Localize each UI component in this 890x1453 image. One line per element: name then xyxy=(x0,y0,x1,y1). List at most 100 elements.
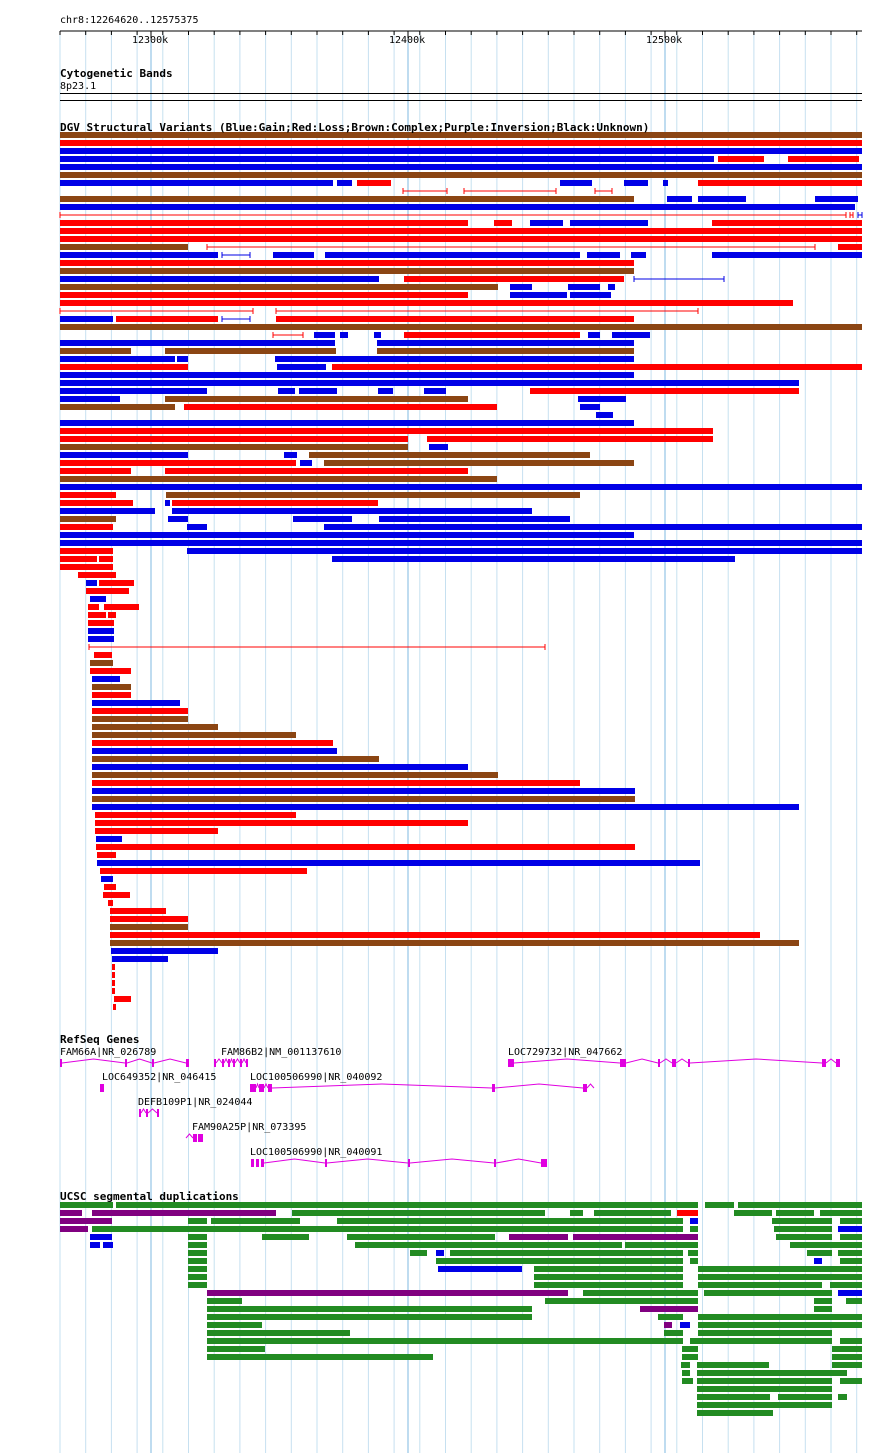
segdup-feature xyxy=(534,1266,683,1272)
segdup-feature xyxy=(690,1338,698,1344)
segdup-feature xyxy=(103,1242,113,1248)
segdup-feature xyxy=(820,1210,862,1216)
dgv-variant xyxy=(96,844,635,850)
segdup-feature xyxy=(625,1242,698,1248)
dgv-variant xyxy=(284,452,297,458)
gene-exon xyxy=(261,1159,264,1167)
segdup-feature xyxy=(188,1282,207,1288)
dgv-variant xyxy=(165,348,336,354)
dgv-variant xyxy=(90,668,131,674)
gene-exon xyxy=(822,1059,826,1067)
segdup-feature xyxy=(697,1386,832,1392)
cytoband-track-title[interactable]: Cytogenetic Bands xyxy=(60,67,173,80)
gene-intron xyxy=(126,1058,153,1064)
segdup-feature xyxy=(207,1298,242,1304)
dgv-variant xyxy=(60,252,218,258)
segdup-feature xyxy=(207,1330,350,1336)
dgv-variant xyxy=(60,284,498,290)
dgv-variant xyxy=(667,196,692,202)
dgv-variant xyxy=(60,484,862,490)
dgv-variant xyxy=(60,292,468,298)
dgv-variant xyxy=(165,468,468,474)
gene-label[interactable]: LOC649352|NR_046415 xyxy=(102,1072,217,1083)
gene-label[interactable]: DEFB109P1|NR_024044 xyxy=(138,1097,253,1108)
dgv-variant xyxy=(60,156,714,162)
ruler-tick-label: 12300k xyxy=(132,35,169,46)
dgv-variant xyxy=(60,436,408,442)
gene-exon xyxy=(259,1084,264,1092)
segdup-feature xyxy=(832,1322,862,1328)
dgv-variant xyxy=(60,316,113,322)
gene-intron xyxy=(689,1058,823,1064)
dgv-variant xyxy=(788,156,859,162)
segdup-feature xyxy=(698,1338,832,1344)
dgv-variant xyxy=(92,676,120,682)
segdup-feature xyxy=(207,1322,262,1328)
segdup-feature xyxy=(188,1250,207,1256)
dgv-variant xyxy=(357,180,391,186)
segdup-feature xyxy=(698,1330,832,1336)
gene-intron xyxy=(147,1108,158,1114)
gene-exon xyxy=(688,1059,690,1067)
gene-label[interactable]: FAM90A25P|NR_073395 xyxy=(192,1122,307,1133)
segdup-feature xyxy=(690,1226,698,1232)
dgv-variant xyxy=(88,628,114,634)
dgv-variant xyxy=(60,404,175,410)
dgv-variant xyxy=(60,396,120,402)
refseq-track-title[interactable]: RefSeq Genes xyxy=(60,1033,140,1046)
segdup-feature xyxy=(207,1354,433,1360)
dgv-variant xyxy=(510,292,567,298)
dgv-variant xyxy=(92,772,498,778)
gene-label[interactable]: FAM86B2|NM_001137610 xyxy=(221,1047,342,1058)
dgv-variant xyxy=(570,220,648,226)
segdup-feature xyxy=(840,1234,862,1240)
dgv-variant xyxy=(92,708,188,714)
segdup-feature xyxy=(188,1242,207,1248)
segdup-feature xyxy=(60,1226,88,1232)
segdup-feature xyxy=(680,1322,690,1328)
dgv-variant xyxy=(60,420,634,426)
ruler-tick-label: 12400k xyxy=(389,35,426,46)
dgv-variant xyxy=(277,364,326,370)
dgv-variant xyxy=(92,796,635,802)
segdup-track-title[interactable]: UCSC segmental duplications xyxy=(60,1190,239,1203)
segdup-feature xyxy=(698,1266,862,1272)
gene-label[interactable]: LOC729732|NR_047662 xyxy=(508,1047,623,1058)
segdup-feature xyxy=(60,1218,112,1224)
dgv-variant xyxy=(60,532,634,538)
ruler-tick-label: 12500k xyxy=(646,35,683,46)
gene-intron xyxy=(263,1158,326,1164)
dgv-variant xyxy=(60,268,634,274)
dgv-variant xyxy=(92,748,337,754)
dgv-variant xyxy=(698,180,862,186)
dgv-variant xyxy=(60,364,188,370)
gene-exon xyxy=(240,1059,242,1067)
dgv-variant xyxy=(377,348,634,354)
dgv-variant xyxy=(112,972,115,978)
dgv-variant xyxy=(103,892,130,898)
dgv-variant xyxy=(275,356,634,362)
segdup-feature xyxy=(697,1410,773,1416)
gene-label[interactable]: LOC100506990|NR_040091 xyxy=(250,1147,383,1158)
segdup-feature xyxy=(436,1250,444,1256)
cytoband-band xyxy=(60,93,862,94)
cytoband-band xyxy=(60,100,862,101)
dgv-variant xyxy=(114,996,131,1002)
gene-exon xyxy=(836,1059,840,1067)
segdup-feature xyxy=(698,1314,862,1320)
dgv-variant xyxy=(60,548,113,554)
dgv-variant xyxy=(325,252,580,258)
segdup-feature xyxy=(450,1250,683,1256)
segdup-feature xyxy=(188,1274,207,1280)
dgv-variant xyxy=(99,580,134,586)
gene-label[interactable]: FAM66A|NR_026789 xyxy=(60,1047,157,1058)
segdup-feature xyxy=(840,1258,862,1264)
segdup-feature xyxy=(658,1314,683,1320)
segdup-feature xyxy=(838,1250,862,1256)
dgv-track-title[interactable]: DGV Structural Variants (Blue:Gain;Red:L… xyxy=(60,121,650,134)
gene-label[interactable]: LOC100506990|NR_040092 xyxy=(250,1072,383,1083)
segdup-feature xyxy=(697,1394,770,1400)
dgv-variant xyxy=(172,508,532,514)
